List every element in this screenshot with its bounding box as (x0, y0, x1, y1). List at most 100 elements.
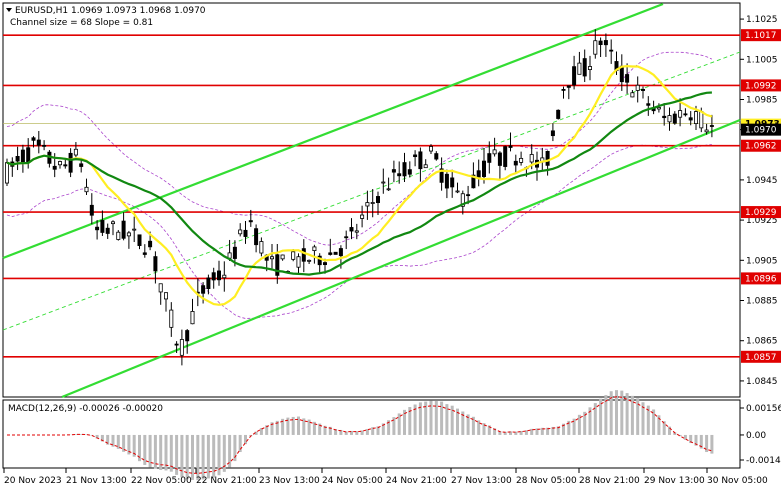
candle-body (216, 270, 221, 281)
candle-body (185, 330, 190, 342)
candle-body (588, 66, 593, 71)
level-tag (741, 350, 781, 363)
candle-body (312, 246, 317, 252)
candle-body (222, 274, 227, 279)
level-tag (741, 29, 781, 42)
time-tick-label: 28 Nov 21:00 (579, 476, 640, 486)
ma-fast-line (6, 64, 713, 306)
candle-body (407, 169, 412, 175)
candle-body (190, 311, 195, 325)
time-tick-label: 30 Nov 05:00 (707, 476, 768, 486)
prev-price-tag (741, 118, 781, 129)
candle-body (683, 113, 688, 116)
candle-body (84, 186, 89, 193)
candle-body (365, 202, 370, 207)
level-tag-label: 1.0857 (745, 353, 777, 363)
time-axis[interactable]: 20 Nov 2023 21 Nov 13:00 22 Nov 05:00 22 No… (3, 468, 768, 486)
time-tick-label: 24 Nov 05:00 (322, 476, 383, 486)
candle-body (519, 157, 524, 163)
candle-body (31, 137, 36, 141)
candle-body (466, 194, 471, 197)
candle-body (275, 254, 280, 276)
candle-body (116, 231, 121, 240)
candle-body (169, 309, 174, 328)
macd-tick-label: 0.00 (746, 431, 766, 441)
candle-body (662, 115, 667, 119)
candle-body (15, 156, 20, 162)
symbol-arrow-icon[interactable] (6, 8, 12, 12)
level-tag (741, 79, 781, 92)
channel-upper-line (2, 2, 664, 260)
channel-mid-line (2, 51, 741, 331)
candle-body (476, 170, 481, 178)
candle-body (291, 251, 296, 260)
candle-body (625, 74, 630, 83)
candle-body (269, 256, 274, 260)
level-tag-label: 1.0896 (745, 274, 777, 284)
candle-body (508, 145, 513, 148)
macd-histogram (7, 390, 714, 481)
candle-body (582, 58, 587, 77)
candle-body (354, 230, 359, 233)
level-tag (741, 272, 781, 285)
time-tick-label: 22 Nov 05:00 (131, 476, 192, 486)
candle-body (561, 88, 566, 91)
candle-body (455, 190, 460, 193)
candle-body (402, 162, 407, 177)
candle-body (566, 85, 571, 88)
channel-midline (2, 51, 741, 331)
candle-body (174, 343, 179, 346)
price-tick-label: 1.1005 (746, 55, 778, 65)
candle-body (609, 49, 614, 52)
candle-body (704, 129, 709, 133)
candle-body (598, 40, 603, 45)
candle-body (667, 115, 672, 123)
candle-body (391, 169, 396, 173)
candle-body (243, 229, 248, 237)
candle-body (132, 228, 137, 231)
main-plot-frame (2, 2, 741, 398)
candle-body (58, 161, 63, 166)
candle-body (36, 139, 41, 146)
candle-body (375, 196, 380, 204)
candle-body (121, 220, 126, 239)
candle-body (444, 173, 449, 189)
candle-body (338, 248, 343, 257)
price-channel (2, 2, 741, 399)
candle-body (248, 220, 253, 223)
candle-body (370, 202, 375, 204)
candle-body (386, 188, 391, 191)
level-tag-label: 1.0929 (745, 208, 777, 218)
candle-body (497, 152, 502, 166)
level-tag-label: 1.1017 (745, 31, 777, 41)
candle-body (688, 117, 693, 121)
level-tag (741, 206, 781, 219)
candle-body (42, 144, 47, 147)
candle-body (641, 88, 646, 91)
candle-body (656, 107, 661, 110)
candle-body (307, 259, 312, 262)
macd-tick-label: -0.00145 (746, 456, 781, 466)
candle-body (137, 234, 142, 246)
price-tick-label: 1.1025 (746, 15, 778, 25)
candle-body (142, 252, 147, 255)
candle-body (635, 84, 640, 91)
candle-body (572, 66, 577, 86)
time-tick-label: 28 Nov 05:00 (516, 476, 577, 486)
time-tick-label: 20 Nov 2023 (4, 476, 62, 486)
candle-body (238, 229, 243, 235)
price-axis[interactable]: 1.10251.10051.09851.09701.09451.09251.09… (740, 15, 778, 387)
candle-body (344, 236, 349, 239)
level-tag-label: 1.0962 (745, 142, 777, 152)
candle-body (52, 165, 57, 170)
candle-body (699, 111, 704, 129)
candle-body (158, 283, 163, 293)
candle-body (111, 221, 116, 225)
candle-body (428, 146, 433, 152)
bollinger-upper (6, 51, 713, 246)
candle-body (672, 113, 677, 124)
candle-body (487, 153, 492, 163)
candle-body (678, 110, 683, 118)
level-tag (741, 139, 781, 152)
